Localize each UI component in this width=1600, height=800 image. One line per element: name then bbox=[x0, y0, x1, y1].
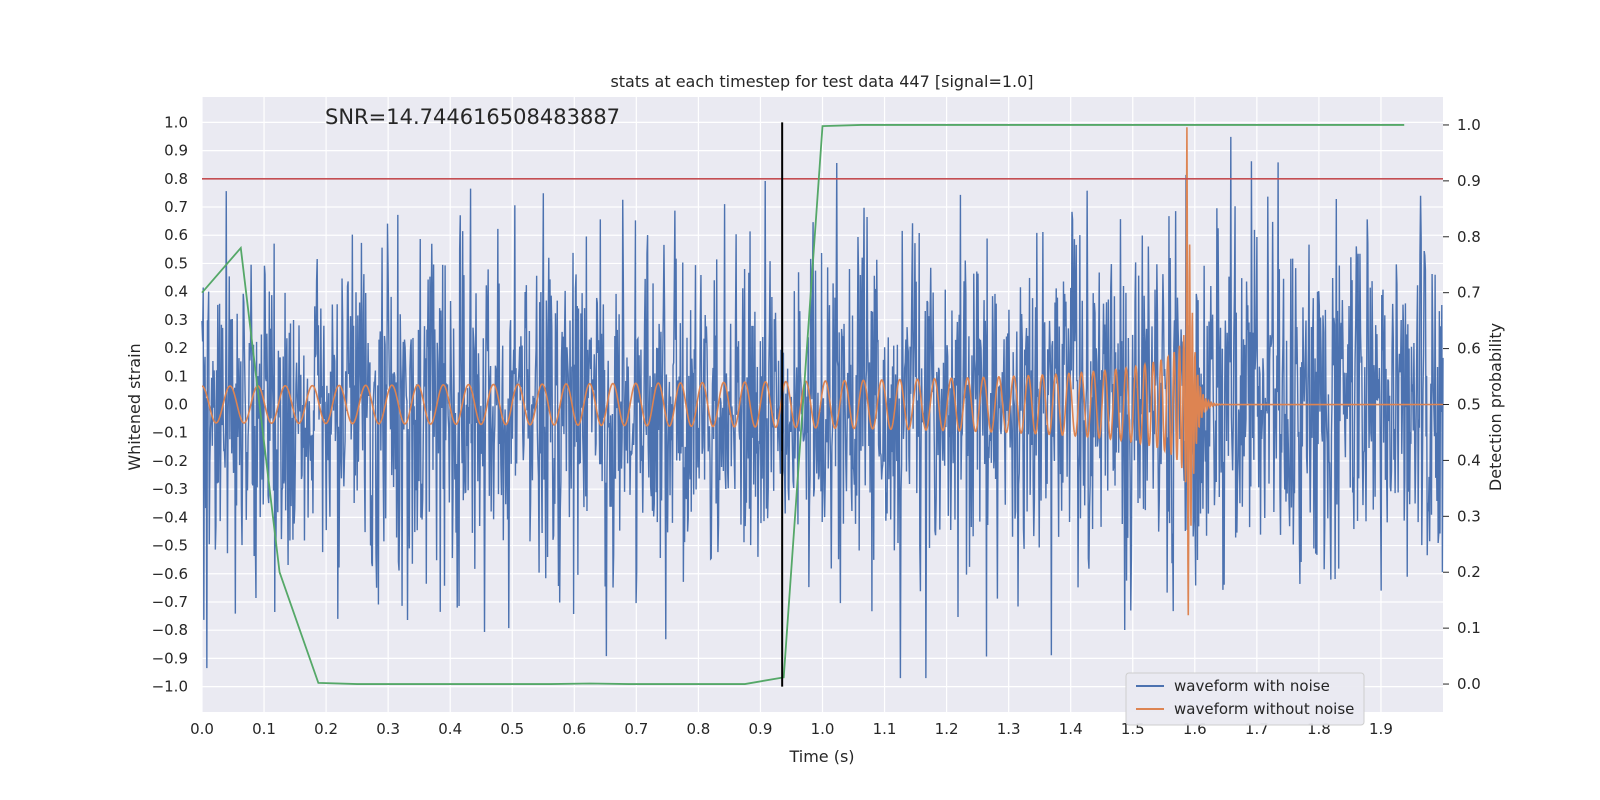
y-tick-label: 0.9 bbox=[164, 142, 188, 160]
y-right-tick-label: 0.2 bbox=[1457, 563, 1481, 581]
y-right-tick-label: 0.0 bbox=[1457, 675, 1481, 693]
x-tick-label: 0.7 bbox=[624, 720, 648, 738]
x-tick-label: 0.4 bbox=[438, 720, 462, 738]
y-axis-ticks: 1.0 0.9 0.8 0.7 0.6 0.5 0.4 0.3 0.2 0.1 0.0 −0.1 −0.… bbox=[152, 113, 188, 695]
y-tick-label: 0.3 bbox=[164, 311, 188, 329]
series-layer bbox=[201, 122, 1444, 687]
series-detection-probability bbox=[201, 124, 1405, 685]
y-tick-label: 0.0 bbox=[164, 396, 188, 414]
y-tick-label: 1.0 bbox=[164, 113, 188, 131]
x-axis-label: Time (s) bbox=[788, 747, 854, 766]
y-tick-label: −0.5 bbox=[152, 537, 188, 555]
x-tick-label: 0.8 bbox=[686, 720, 710, 738]
y-tick-label: 0.5 bbox=[164, 254, 188, 272]
x-tick-label: 0.5 bbox=[500, 720, 524, 738]
y-tick-label: −0.3 bbox=[152, 480, 188, 498]
y-tick-label: −0.9 bbox=[152, 649, 188, 667]
y-tick-label: −0.4 bbox=[152, 508, 188, 526]
y-tick-label: −1.0 bbox=[152, 678, 188, 696]
y-tick-label: −0.8 bbox=[152, 621, 188, 639]
y-right-axis-ticks: 1.0 0.9 0.8 0.7 0.6 0.5 0.4 0.3 0.2 0.1 0.0 bbox=[1443, 116, 1481, 693]
y-tick-label: 0.7 bbox=[164, 198, 188, 216]
x-tick-label: 1.1 bbox=[873, 720, 897, 738]
y-axis-label: Whitened strain bbox=[125, 343, 144, 470]
legend-box bbox=[1125, 672, 1365, 726]
x-tick-label: 0.9 bbox=[749, 720, 773, 738]
x-tick-label: 1.3 bbox=[997, 720, 1021, 738]
y-right-axis-label: Detection probability bbox=[1486, 323, 1505, 491]
y-tick-label: −0.2 bbox=[152, 452, 188, 470]
x-tick-label: 1.0 bbox=[811, 720, 835, 738]
chart-title: stats at each timestep for test data 447… bbox=[610, 72, 1033, 91]
series-waveform-without-noise bbox=[201, 127, 1444, 616]
x-tick-label: 1.2 bbox=[935, 720, 959, 738]
x-tick-label: 1.4 bbox=[1059, 720, 1083, 738]
snr-annotation: SNR=14.744616508483887 bbox=[325, 105, 620, 129]
y-tick-label: −0.1 bbox=[152, 424, 188, 442]
x-tick-label: 0.2 bbox=[314, 720, 338, 738]
y-right-tick-label: 0.5 bbox=[1457, 396, 1481, 414]
legend-label-noise: waveform with noise bbox=[1174, 677, 1330, 695]
y-tick-label: −0.6 bbox=[152, 565, 188, 583]
y-right-tick-label: 0.4 bbox=[1457, 451, 1481, 469]
y-right-tick-label: 0.1 bbox=[1457, 619, 1481, 637]
x-tick-label: 0.6 bbox=[562, 720, 586, 738]
y-tick-label: 0.8 bbox=[164, 170, 188, 188]
x-tick-label: 0.3 bbox=[376, 720, 400, 738]
y-right-tick-label: 0.7 bbox=[1457, 284, 1481, 302]
y-right-tick-label: 0.3 bbox=[1457, 507, 1481, 525]
y-right-tick-label: 0.6 bbox=[1457, 340, 1481, 358]
x-tick-label: 0.1 bbox=[252, 720, 276, 738]
y-tick-label: 0.1 bbox=[164, 367, 188, 385]
y-tick-label: 0.6 bbox=[164, 226, 188, 244]
y-tick-label: −0.7 bbox=[152, 593, 188, 611]
y-right-tick-label: 0.9 bbox=[1457, 172, 1481, 190]
x-tick-label: 0.0 bbox=[190, 720, 214, 738]
x-tick-label: 1.9 bbox=[1369, 720, 1393, 738]
y-right-tick-label: 1.0 bbox=[1457, 116, 1481, 134]
legend-label-clean: waveform without noise bbox=[1174, 700, 1354, 718]
y-tick-label: 0.2 bbox=[164, 339, 188, 357]
series-waveform-with-noise bbox=[201, 136, 1444, 679]
legend: waveform with noise waveform without noi… bbox=[1125, 672, 1365, 726]
y-tick-label: 0.4 bbox=[164, 283, 188, 301]
y-right-tick-label: 0.8 bbox=[1457, 228, 1481, 246]
